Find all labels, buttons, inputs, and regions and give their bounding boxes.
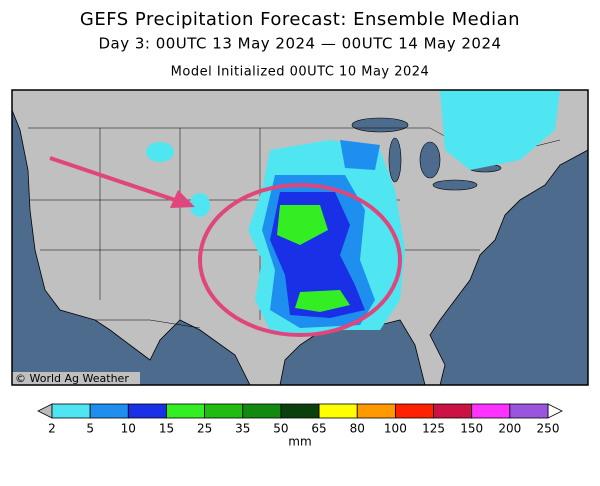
legend-tick-label: 50 [273, 422, 288, 436]
subtitle: Day 3: 00UTC 13 May 2024 — 00UTC 14 May … [98, 35, 501, 53]
legend-swatch [433, 403, 473, 419]
legend-low-end [37, 403, 53, 419]
init-time: Model Initialized 00UTC 10 May 2024 [171, 65, 430, 80]
legend-tick-label: 35 [235, 422, 250, 436]
legend-tick-label: 25 [197, 422, 212, 436]
credit: © World Ag Weather [15, 372, 129, 385]
map-frame [11, 89, 589, 386]
legend-swatch [471, 403, 511, 419]
legend-tick-label: 125 [422, 422, 445, 436]
legend: 2 5 10 15 25 35 50 65 80 100 125 150 200 250 [37, 403, 563, 436]
map: © World Ag Weather [11, 89, 589, 386]
legend-tick-label: 15 [159, 422, 174, 436]
legend-high-end [547, 403, 563, 419]
legend-tick-label: 80 [350, 422, 365, 436]
legend-swatch [280, 403, 320, 419]
arrow [49, 156, 195, 208]
legend-swatch [509, 403, 549, 419]
precip [146, 90, 560, 335]
legend-swatch [318, 403, 358, 419]
legend-swatch [51, 403, 91, 419]
legend-swatch [89, 403, 129, 419]
legend-tick-label: 150 [460, 422, 483, 436]
legend-swatch [356, 403, 396, 419]
legend-tick-label: 250 [537, 422, 560, 436]
legend-unit: mm [288, 435, 311, 449]
legend-tick-label: 200 [498, 422, 521, 436]
legend-swatch [394, 403, 434, 419]
legend-tick-label: 5 [86, 422, 94, 436]
credit-bg [12, 372, 140, 385]
title: GEFS Precipitation Forecast: Ensemble Me… [80, 9, 520, 30]
legend-swatch [127, 403, 167, 419]
legend-tick-label: 2 [48, 422, 56, 436]
legend-swatch [242, 403, 282, 419]
legend-tick-label: 10 [121, 422, 136, 436]
legend-tick-label: 65 [311, 422, 326, 436]
highlight-ellipse [198, 183, 402, 337]
legend-swatch [166, 403, 206, 419]
legend-tick-label: 100 [384, 422, 407, 436]
legend-swatch [204, 403, 244, 419]
